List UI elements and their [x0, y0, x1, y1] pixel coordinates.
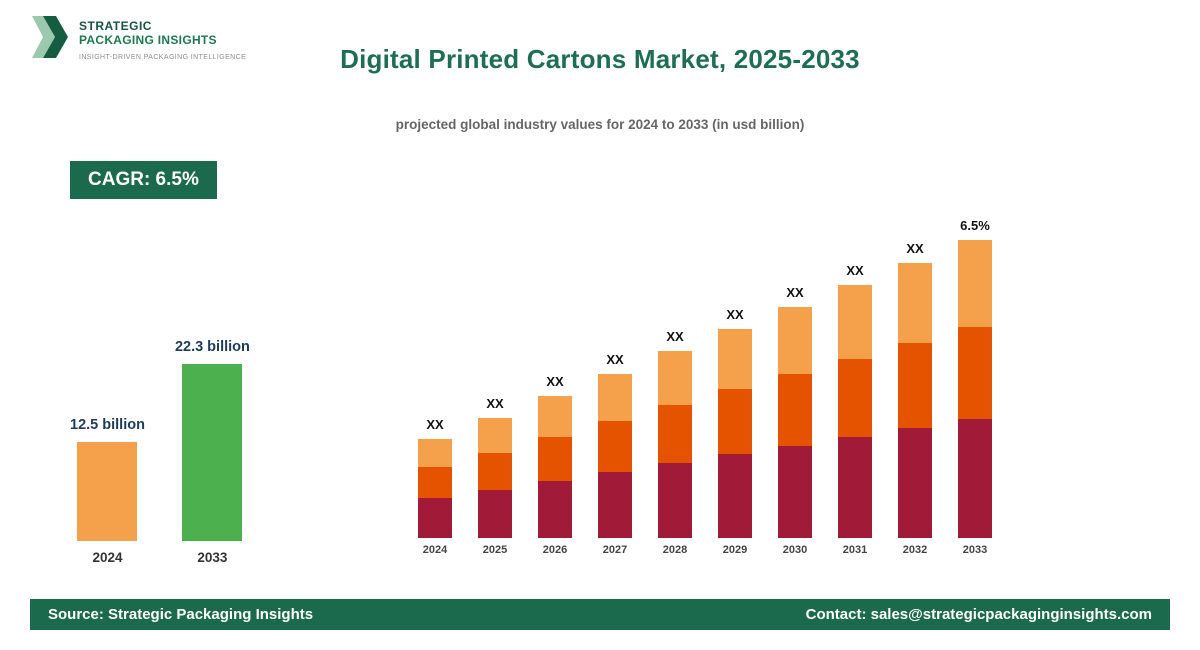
stacked-bar-year-label: 2024	[422, 544, 448, 556]
stacked-bar-group: XX 2028	[658, 329, 692, 556]
stacked-bar-value-label: XX	[786, 285, 804, 300]
stacked-bar	[838, 285, 872, 538]
stacked-bar-value-label: XX	[606, 352, 624, 367]
stacked-bar-group: 6.5% 2033	[958, 218, 992, 556]
top-segment	[778, 307, 812, 374]
stacked-bar	[718, 329, 752, 538]
mini-bar-value-label: 12.5 billion	[70, 417, 145, 433]
stacked-bar-year-label: 2029	[722, 544, 748, 556]
top-segment	[478, 418, 512, 453]
stacked-bar-year-label: 2028	[662, 544, 688, 556]
mini-bar	[182, 364, 243, 541]
bottom-segment	[538, 481, 572, 538]
yearly-projection-chart: XX 2024 XX 2025 XX 2026 XX 2027 XX 2028 XX 2029 XX 20…	[418, 218, 992, 556]
stacked-bar-year-label: 2025	[482, 544, 508, 556]
bottom-segment	[958, 419, 992, 538]
middle-segment	[718, 389, 752, 454]
mini-bar-year-label: 2033	[197, 550, 228, 565]
stacked-bar-value-label: XX	[726, 307, 744, 322]
stacked-bar	[898, 263, 932, 538]
stacked-bar-value-label: XX	[846, 263, 864, 278]
footer-contact: Contact: sales@strategicpackaginginsight…	[805, 606, 1152, 623]
middle-segment	[598, 421, 632, 472]
stacked-bar-group: XX 2026	[538, 374, 572, 556]
cagr-badge: CAGR: 6.5%	[70, 161, 217, 199]
footer-bar: Source: Strategic Packaging Insights Con…	[30, 599, 1170, 630]
stacked-bar-value-label: XX	[546, 374, 564, 389]
stacked-bar-group: XX 2024	[418, 417, 452, 556]
stacked-bar	[418, 439, 452, 538]
bottom-segment	[898, 428, 932, 538]
bottom-segment	[418, 498, 452, 538]
middle-segment	[838, 359, 872, 437]
middle-segment	[658, 405, 692, 463]
logo-tagline: INSIGHT-DRIVEN PACKAGING INTELLIGENCE	[79, 53, 247, 61]
top-segment	[718, 329, 752, 389]
stacked-bar-group: XX 2025	[478, 396, 512, 556]
bottom-segment	[718, 454, 752, 538]
middle-segment	[418, 467, 452, 498]
stacked-bar-group: XX 2027	[598, 352, 632, 556]
mini-bar	[77, 442, 138, 541]
footer-source: Source: Strategic Packaging Insights	[48, 606, 314, 623]
mini-bar-group: 22.3 billion 2033	[175, 339, 250, 565]
top-segment	[898, 263, 932, 343]
mini-bar-group: 12.5 billion 2024	[70, 417, 145, 565]
bottom-segment	[778, 446, 812, 538]
bottom-segment	[478, 490, 512, 538]
stacked-bar-group: XX 2030	[778, 285, 812, 556]
top-segment	[958, 240, 992, 327]
stacked-bar-year-label: 2031	[842, 544, 868, 556]
top-segment	[658, 351, 692, 405]
stacked-bar-year-label: 2026	[542, 544, 568, 556]
logo: STRATEGIC PACKAGING INSIGHTS INSIGHT-DRI…	[32, 14, 246, 62]
top-segment	[538, 396, 572, 437]
bottom-segment	[838, 437, 872, 538]
middle-segment	[538, 437, 572, 481]
stacked-bar-value-label: 6.5%	[960, 218, 990, 233]
logo-line1: STRATEGIC	[79, 19, 152, 33]
stacked-bar-year-label: 2032	[902, 544, 928, 556]
growth-comparison-chart: 12.5 billion 2024 22.3 billion 2033	[70, 339, 250, 565]
stacked-bar-year-label: 2027	[602, 544, 628, 556]
top-segment	[838, 285, 872, 359]
stacked-bar	[958, 240, 992, 538]
stacked-bar	[538, 396, 572, 538]
page-subtitle: projected global industry values for 202…	[395, 117, 805, 132]
logo-line2: PACKAGING INSIGHTS	[79, 33, 217, 48]
stacked-bar	[478, 418, 512, 538]
stacked-bar-year-label: 2033	[962, 544, 988, 556]
mini-bar-year-label: 2024	[92, 550, 123, 565]
top-segment	[598, 374, 632, 421]
stacked-bar-value-label: XX	[906, 241, 924, 256]
stacked-bar-group: XX 2032	[898, 241, 932, 556]
stacked-bar	[658, 351, 692, 538]
middle-segment	[778, 374, 812, 446]
stacked-bar-value-label: XX	[666, 329, 684, 344]
middle-segment	[478, 453, 512, 490]
stacked-bar-group: XX 2029	[718, 307, 752, 556]
middle-segment	[898, 343, 932, 428]
logo-text: STRATEGIC PACKAGING INSIGHTS INSIGHT-DRI…	[79, 14, 246, 62]
bottom-segment	[658, 463, 692, 538]
stacked-bar-value-label: XX	[426, 417, 444, 432]
logo-chevron-icon	[32, 16, 68, 58]
stacked-bar-value-label: XX	[486, 396, 504, 411]
bottom-segment	[598, 472, 632, 538]
stacked-bar	[598, 374, 632, 538]
stacked-bar	[778, 307, 812, 538]
middle-segment	[958, 327, 992, 419]
page-title: Digital Printed Cartons Market, 2025-203…	[340, 44, 860, 74]
stacked-bar-year-label: 2030	[782, 544, 808, 556]
stacked-bar-group: XX 2031	[838, 263, 872, 556]
mini-bar-value-label: 22.3 billion	[174, 339, 250, 355]
top-segment	[418, 439, 452, 467]
